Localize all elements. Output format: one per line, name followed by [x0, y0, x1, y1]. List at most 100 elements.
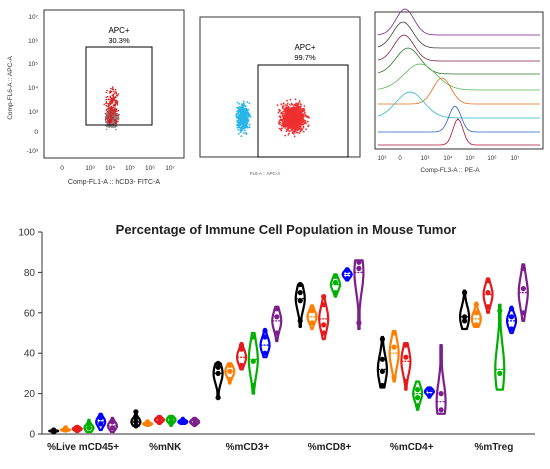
- scatter-event: [105, 98, 107, 101]
- gate-box: [257, 64, 349, 158]
- violin-point: [497, 370, 503, 376]
- scatter-event: [286, 99, 288, 102]
- scatter-event: [105, 114, 108, 117]
- scatter-event: [110, 87, 112, 90]
- scatter-event: [303, 112, 305, 115]
- flow-plot-1: Comp-FL6-A :: APC-A Comp-FL1-A :: hCD3- …: [7, 9, 185, 186]
- violin-point: [438, 407, 444, 413]
- x-tick-label: 10³: [378, 156, 387, 162]
- y-tick-label: 10⁵: [28, 61, 38, 68]
- flow-panel-apc-vs-cd3: Comp-FL6-A :: APC-A Comp-FL1-A :: hCD3- …: [0, 0, 190, 200]
- scatter-event: [236, 126, 239, 129]
- scatter-event: [297, 109, 300, 112]
- violin-point: [297, 318, 303, 324]
- scatter-event: [113, 111, 115, 114]
- scatter-event: [238, 115, 240, 118]
- y-tick-label: 80: [24, 268, 36, 279]
- chart-marks: [48, 259, 529, 435]
- violin-point: [462, 318, 468, 324]
- histogram-curve: [377, 21, 540, 49]
- scatter-event: [108, 107, 110, 109]
- scatter-event: [287, 120, 290, 122]
- scatter-event: [288, 130, 290, 133]
- violin-point: [497, 308, 503, 314]
- scatter-event: [300, 129, 303, 132]
- scatter-event: [304, 113, 307, 116]
- scatter-event: [115, 102, 117, 105]
- violin-point: [192, 421, 198, 427]
- violin-point: [51, 427, 57, 433]
- scatter-event: [245, 118, 248, 121]
- y-tick-label: 20: [24, 389, 36, 400]
- scatter-event: [108, 110, 110, 112]
- scatter-event: [305, 122, 307, 125]
- scatter-event: [239, 114, 241, 117]
- scatter-event: [278, 115, 281, 118]
- violin-point: [473, 322, 479, 328]
- scatter-event: [112, 115, 114, 117]
- x-tick-label: 0: [398, 156, 402, 162]
- violin-point: [332, 290, 339, 296]
- scatter-event: [112, 122, 114, 124]
- x-tick-label: %mTreg: [474, 442, 513, 453]
- scatter-event: [241, 107, 244, 109]
- violin-point: [98, 421, 104, 427]
- scatter-event: [110, 90, 113, 93]
- scatter-event: [289, 104, 291, 106]
- scatter-event: [293, 104, 295, 107]
- scatter-event: [106, 120, 108, 122]
- scatter-event: [291, 119, 293, 121]
- scatter-event: [105, 96, 107, 99]
- violin-point: [227, 376, 233, 383]
- violin-shape: [376, 335, 388, 389]
- histogram-curve: [377, 91, 540, 119]
- y-tick-label: 60: [24, 308, 36, 319]
- scatter-event: [246, 113, 249, 116]
- scatter-event: [289, 117, 292, 120]
- violin-point: [309, 304, 315, 310]
- histogram-curve: [378, 77, 540, 105]
- scatter-event: [240, 117, 242, 119]
- violin-point: [262, 328, 268, 334]
- scatter-event: [238, 121, 241, 124]
- scatter-event: [241, 126, 243, 128]
- scatter-event: [286, 115, 289, 118]
- scatter-event: [238, 108, 240, 110]
- scatter-event: [116, 110, 118, 112]
- violin-point: [415, 403, 421, 409]
- scatter-event: [298, 128, 300, 131]
- scatter-event: [298, 100, 301, 102]
- scatter-event: [291, 107, 294, 110]
- x-tick-label: 10⁷: [165, 165, 175, 172]
- scatter-event: [293, 128, 296, 131]
- chart-title: Percentage of Immune Cell Population in …: [116, 222, 457, 237]
- scatter-event: [110, 114, 112, 117]
- scatter-event: [295, 102, 297, 105]
- scatter-event: [295, 112, 297, 114]
- violin-point: [133, 423, 139, 429]
- scatter-event: [113, 99, 115, 102]
- scatter-event: [117, 93, 120, 95]
- y-tick-label: 0: [34, 129, 38, 136]
- scatter-event: [236, 110, 238, 112]
- scatter-event: [284, 134, 287, 137]
- scatter-event: [110, 106, 112, 108]
- scatter-event: [299, 124, 302, 126]
- scatter-event: [284, 127, 286, 129]
- scatter-event: [108, 112, 110, 114]
- scatter-event: [106, 89, 108, 92]
- scatter-event: [247, 115, 250, 117]
- scatter-event: [297, 125, 300, 128]
- scatter-event: [294, 98, 297, 101]
- violin-point: [462, 290, 468, 296]
- violin-point: [415, 395, 421, 401]
- scatter-event: [297, 104, 300, 106]
- scatter-event: [290, 120, 293, 123]
- scatter-event: [115, 114, 118, 117]
- scatter-event: [247, 126, 249, 129]
- scatter-event: [236, 120, 239, 122]
- scatter-event: [293, 118, 296, 120]
- scatter-event: [247, 119, 249, 122]
- scatter-event: [236, 121, 239, 124]
- histogram-curve: [377, 8, 540, 36]
